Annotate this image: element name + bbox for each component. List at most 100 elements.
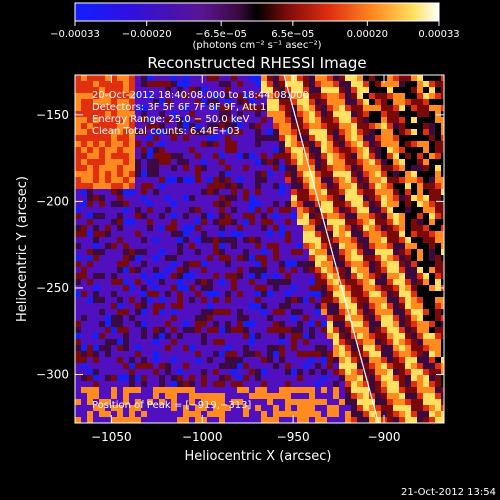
heatmap-cell [213, 315, 219, 321]
heatmap-cell [93, 309, 99, 315]
heatmap-cell [273, 231, 279, 237]
heatmap-cell [105, 357, 111, 363]
heatmap-cell [417, 375, 423, 381]
heatmap-cell [405, 207, 411, 213]
x-axis-label: Heliocentric X (arcsec) [185, 449, 332, 464]
heatmap-cell [333, 183, 339, 189]
heatmap-cell [327, 273, 333, 279]
heatmap-cell [81, 135, 87, 141]
heatmap-cell [249, 363, 255, 369]
heatmap-cell [429, 225, 435, 231]
heatmap-cell [75, 117, 81, 123]
heatmap-cell [255, 375, 261, 381]
heatmap-cell [153, 381, 159, 387]
heatmap-cell [339, 369, 345, 375]
heatmap-cell [297, 363, 303, 369]
heatmap-cell [273, 201, 279, 207]
heatmap-cell [375, 285, 381, 291]
heatmap-cell [93, 75, 99, 81]
heatmap-cell [273, 339, 279, 345]
heatmap-cell [129, 123, 135, 129]
heatmap-cell [255, 123, 261, 129]
heatmap-cell [225, 207, 231, 213]
heatmap-cell [87, 303, 93, 309]
heatmap-cell [123, 327, 129, 333]
heatmap-cell [387, 171, 393, 177]
heatmap-cell [207, 375, 213, 381]
heatmap-cell [123, 291, 129, 297]
heatmap-cell [195, 393, 201, 399]
heatmap-cell [399, 135, 405, 141]
heatmap-cell [261, 261, 267, 267]
heatmap-cell [435, 159, 441, 165]
heatmap-cell [147, 105, 153, 111]
heatmap-cell [357, 303, 363, 309]
heatmap-cell [315, 273, 321, 279]
heatmap-cell [93, 87, 99, 93]
heatmap-cell [435, 273, 441, 279]
heatmap-cell [375, 351, 381, 357]
heatmap-cell [279, 141, 285, 147]
heatmap-cell [189, 249, 195, 255]
heatmap-cell [369, 411, 375, 417]
heatmap-cell [255, 327, 261, 333]
heatmap-cell [87, 243, 93, 249]
heatmap-cell [441, 393, 444, 399]
heatmap-cell [261, 141, 267, 147]
heatmap-cell [327, 147, 333, 153]
heatmap-cell [195, 87, 201, 93]
heatmap-cell [231, 339, 237, 345]
heatmap-cell [105, 153, 111, 159]
heatmap-cell [309, 399, 315, 405]
heatmap-cell [189, 405, 195, 411]
heatmap-cell [87, 177, 93, 183]
heatmap-cell [357, 375, 363, 381]
heatmap-cell [201, 111, 207, 117]
heatmap-cell [87, 189, 93, 195]
heatmap-cell [255, 165, 261, 171]
heatmap-cell [297, 243, 303, 249]
heatmap-cell [99, 309, 105, 315]
heatmap-cell [165, 243, 171, 249]
heatmap-cell [333, 297, 339, 303]
heatmap-cell [435, 189, 441, 195]
heatmap-cell [249, 117, 255, 123]
heatmap-cell [87, 309, 93, 315]
heatmap-cell [99, 321, 105, 327]
heatmap-cell [375, 171, 381, 177]
heatmap-cell [267, 285, 273, 291]
heatmap-cell [195, 411, 201, 417]
heatmap-cell [279, 129, 285, 135]
heatmap-cell [111, 225, 117, 231]
heatmap-cell [417, 297, 423, 303]
heatmap-cell [135, 279, 141, 285]
heatmap-cell [195, 357, 201, 363]
heatmap-cell [255, 255, 261, 261]
heatmap-cell [375, 333, 381, 339]
heatmap-cell [297, 255, 303, 261]
heatmap-cell [321, 285, 327, 291]
heatmap-cell [381, 105, 387, 111]
heatmap-cell [177, 159, 183, 165]
heatmap-cell [387, 87, 393, 93]
heatmap-cell [417, 81, 423, 87]
heatmap-cell [399, 279, 405, 285]
heatmap-cell [219, 279, 225, 285]
heatmap-cell [333, 303, 339, 309]
heatmap-cell [165, 207, 171, 213]
heatmap-cell [333, 279, 339, 285]
heatmap-cell [327, 339, 333, 345]
heatmap-cell [327, 405, 333, 411]
heatmap-cell [375, 411, 381, 417]
heatmap-cell [171, 159, 177, 165]
heatmap-cell [87, 267, 93, 273]
heatmap-cell [273, 363, 279, 369]
heatmap-cell [105, 81, 111, 87]
heatmap-cell [333, 411, 339, 417]
heatmap-cell [255, 333, 261, 339]
heatmap-cell [411, 105, 417, 111]
heatmap-cell [93, 153, 99, 159]
heatmap-cell [189, 291, 195, 297]
heatmap-cell [393, 123, 399, 129]
heatmap-cell [315, 213, 321, 219]
